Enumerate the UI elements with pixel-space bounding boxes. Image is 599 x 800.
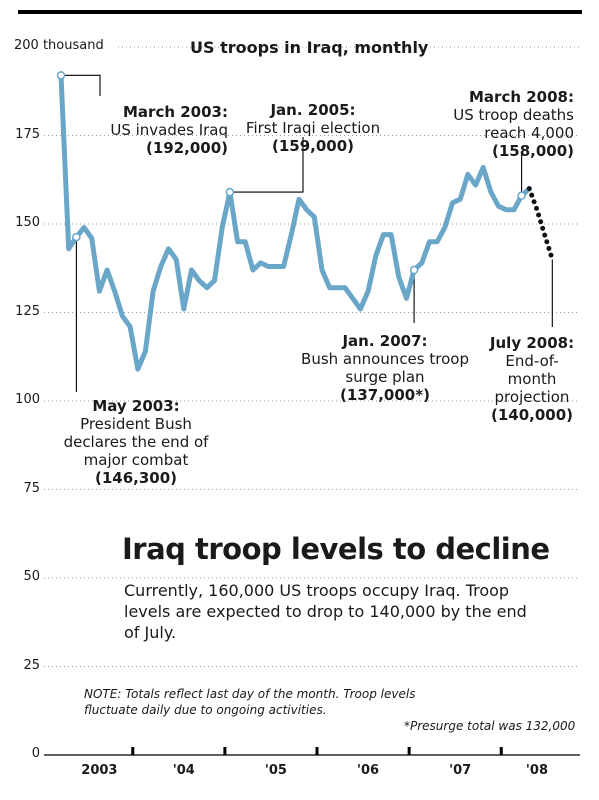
annotation-may-2003: May 2003: President Bush declares the en… bbox=[56, 397, 216, 487]
gridlines bbox=[44, 46, 580, 756]
annotation-bold: March 2008: bbox=[469, 88, 574, 106]
x-tick-label: 2003 bbox=[81, 763, 118, 778]
year-tick bbox=[131, 747, 135, 755]
annotation-text: End-of-month projection bbox=[494, 352, 570, 406]
annotation-text: US invades Iraq bbox=[110, 121, 228, 139]
top-rule bbox=[18, 10, 582, 14]
annotation-value: (192,000) bbox=[145, 139, 228, 157]
annotation-bold: May 2003: bbox=[92, 397, 180, 415]
presurge-note: *Presurge total was 132,000 bbox=[404, 719, 576, 733]
annotation-leader bbox=[61, 74, 101, 96]
y-tick-label: 175 bbox=[15, 126, 40, 142]
x-tick-label: '07 bbox=[449, 763, 472, 778]
annotation-july-2008: July 2008: End-of-month projection (140,… bbox=[484, 334, 580, 424]
annotation-text: First Iraqi election bbox=[245, 119, 381, 137]
annotation-value: (140,000) bbox=[490, 406, 574, 424]
y-tick-label: 200 thousand bbox=[14, 38, 104, 53]
annotation-jan-2005: Jan. 2005: First Iraqi election (159,000… bbox=[238, 101, 388, 155]
x-axis-ticks bbox=[131, 747, 503, 755]
annotation-points bbox=[56, 71, 526, 275]
annotation-marker bbox=[72, 232, 81, 242]
y-tick-label: 100 bbox=[15, 392, 40, 407]
annotation-leaders bbox=[61, 74, 553, 392]
y-tick-label: 75 bbox=[23, 480, 40, 496]
year-tick bbox=[223, 747, 227, 755]
year-tick bbox=[407, 747, 411, 755]
annotation-bold: Jan. 2007: bbox=[342, 332, 428, 350]
subtext: Currently, 160,000 US troops occupy Iraq… bbox=[124, 581, 527, 642]
annotation-value: (159,000) bbox=[271, 137, 355, 155]
annotation-bold: March 2003: bbox=[123, 103, 228, 121]
x-tick-label: '06 bbox=[357, 763, 380, 778]
annotation-text: US troop deaths reach 4,000 bbox=[453, 106, 574, 142]
annotation-leader bbox=[229, 137, 304, 193]
x-tick-label: '04 bbox=[172, 763, 195, 778]
annotation-bold: Jan. 2005: bbox=[270, 101, 356, 119]
troop-level-line bbox=[58, 72, 532, 372]
projection-line bbox=[526, 186, 555, 262]
annotation-text: President Bush declares the end of major… bbox=[63, 415, 209, 469]
annotation-marker bbox=[409, 265, 419, 275]
x-tick-label: '05 bbox=[264, 763, 287, 778]
y-tick-label: 150 bbox=[15, 215, 40, 230]
annotation-march-2003: March 2003: US invades Iraq (192,000) bbox=[96, 103, 228, 157]
annotation-value: (137,000*) bbox=[340, 386, 430, 404]
annotation-value: (146,300) bbox=[94, 469, 178, 487]
annotation-marker bbox=[517, 191, 526, 200]
series-layer bbox=[58, 72, 555, 372]
year-tick bbox=[499, 747, 503, 755]
annotation-value: (158,000) bbox=[491, 142, 574, 160]
y-tick-label: 125 bbox=[15, 303, 40, 319]
annotation-march-2008: March 2008: US troop deaths reach 4,000 … bbox=[428, 88, 574, 160]
y-tick-label: 0 bbox=[31, 746, 40, 761]
y-tick-label: 50 bbox=[23, 569, 40, 584]
annotation-jan-2007: Jan. 2007: Bush announces troop surge pl… bbox=[295, 332, 475, 404]
annotation-text: Bush announces troop surge plan bbox=[301, 350, 469, 386]
year-tick bbox=[315, 747, 319, 755]
x-tick-label: '08 bbox=[525, 763, 548, 778]
y-tick-label: 25 bbox=[23, 657, 40, 673]
annotation-bold: July 2008: bbox=[489, 334, 575, 352]
annotation-marker bbox=[56, 71, 66, 80]
annotation-marker bbox=[225, 187, 235, 197]
footnote: NOTE: Totals reflect last day of the mon… bbox=[84, 687, 416, 717]
headline: Iraq troop levels to decline bbox=[122, 532, 550, 566]
chart-title: US troops in Iraq, monthly bbox=[190, 38, 429, 57]
